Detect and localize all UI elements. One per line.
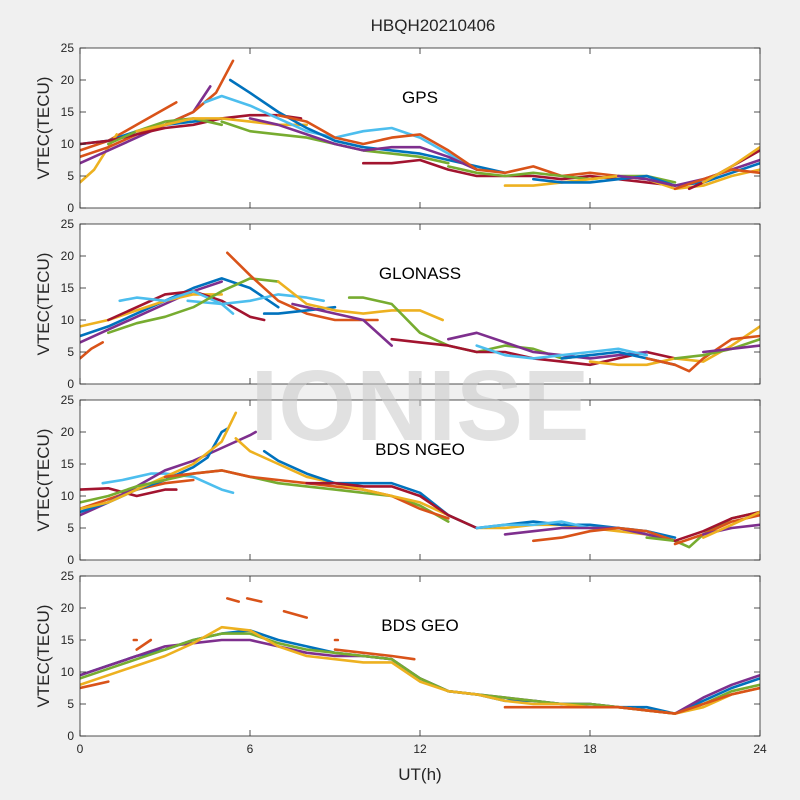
y-tick-label: 20 — [61, 249, 75, 263]
y-tick-label: 5 — [67, 521, 74, 535]
chart-panel: 0 5 10 15 20 25 VTEC(TECU) GLONASS — [34, 217, 761, 391]
series-line — [531, 161, 760, 187]
y-tick-label: 20 — [61, 425, 75, 439]
y-tick-label: 20 — [61, 73, 75, 87]
y-tick-label: 0 — [67, 553, 74, 567]
series-line — [80, 486, 178, 498]
y-tick-label: 10 — [61, 313, 75, 327]
y-tick-label: 10 — [61, 489, 75, 503]
series-line — [245, 597, 263, 603]
series-group — [80, 59, 760, 191]
series-line — [475, 344, 649, 360]
series-line — [673, 337, 760, 360]
panel-annotation: BDS NGEO — [375, 440, 465, 459]
y-axis-label: VTEC(TECU) — [34, 253, 53, 356]
panel-annotation: GPS — [402, 88, 438, 107]
series-line — [80, 101, 178, 152]
series-group — [80, 597, 760, 715]
y-tick-label: 15 — [61, 105, 75, 119]
series-line — [305, 481, 479, 530]
series-line — [262, 305, 337, 315]
series-line — [503, 686, 760, 715]
y-tick-label: 15 — [61, 457, 75, 471]
x-tick-label: 18 — [583, 742, 597, 756]
y-tick-label: 5 — [67, 169, 74, 183]
y-axis-label: VTEC(TECU) — [34, 77, 53, 180]
x-tick-label: 12 — [413, 742, 427, 756]
y-tick-label: 15 — [61, 281, 75, 295]
y-tick-label: 5 — [67, 345, 74, 359]
series-line — [107, 277, 280, 335]
series-line — [226, 597, 240, 603]
series-line — [80, 277, 280, 338]
series-line — [80, 280, 223, 344]
series-line — [248, 117, 479, 171]
y-tick-label: 25 — [61, 569, 75, 583]
y-tick-label: 10 — [61, 137, 75, 151]
series-line — [333, 648, 416, 661]
panel-annotation: BDS GEO — [381, 616, 458, 635]
y-tick-label: 10 — [61, 665, 75, 679]
series-line — [291, 302, 394, 347]
series-line — [701, 510, 760, 539]
y-tick-label: 0 — [67, 377, 74, 391]
series-line — [186, 293, 326, 306]
series-line — [80, 680, 110, 690]
y-tick-label: 20 — [61, 601, 75, 615]
y-tick-label: 0 — [67, 201, 74, 215]
figure-title: HBQH20210406 — [371, 16, 496, 35]
y-tick-label: 25 — [61, 41, 75, 55]
x-tick-label: 6 — [247, 742, 254, 756]
chart-panel: 0 5 10 15 20 25 VTEC(TECU) BDS NGEO — [34, 393, 761, 567]
series-line — [107, 117, 223, 146]
series-line — [503, 526, 677, 543]
series-line — [673, 510, 760, 543]
series-line — [701, 344, 760, 354]
series-line — [135, 638, 153, 651]
series-line — [118, 289, 235, 315]
series-line — [446, 331, 649, 360]
y-tick-label: 25 — [61, 217, 75, 231]
series-line — [282, 609, 309, 619]
watermark: IONISE — [251, 350, 590, 462]
y-tick-label: 25 — [61, 393, 75, 407]
series-line — [645, 334, 760, 373]
x-tick-label: 24 — [753, 742, 767, 756]
x-tick-label: 0 — [77, 742, 84, 756]
chart-panel: 0 5 10 15 20 25 VTEC(TECU) GPS — [34, 41, 761, 215]
chart-panel: 0 5 10 15 20 25 0 6 12 18 24 VTEC(TECU) BDS GEO — [34, 569, 767, 756]
y-axis-label: VTEC(TECU) — [34, 605, 53, 708]
x-axis-label: UT(h) — [398, 765, 441, 784]
series-line — [101, 472, 235, 495]
panels: 0 5 10 15 20 25 VTEC(TECU) GPS 0 5 10 15 20 25 VTEC(TE… — [34, 41, 767, 756]
y-tick-label: 15 — [61, 633, 75, 647]
series-group — [80, 251, 760, 373]
series-line — [80, 341, 104, 360]
y-axis-label: VTEC(TECU) — [34, 429, 53, 532]
series-line — [531, 526, 677, 543]
y-tick-label: 0 — [67, 729, 74, 743]
y-tick-label: 5 — [67, 697, 74, 711]
series-line — [276, 280, 445, 322]
series-line — [701, 145, 760, 184]
panel-annotation: GLONASS — [379, 264, 461, 283]
series-line — [616, 158, 760, 187]
series-group — [80, 411, 760, 549]
